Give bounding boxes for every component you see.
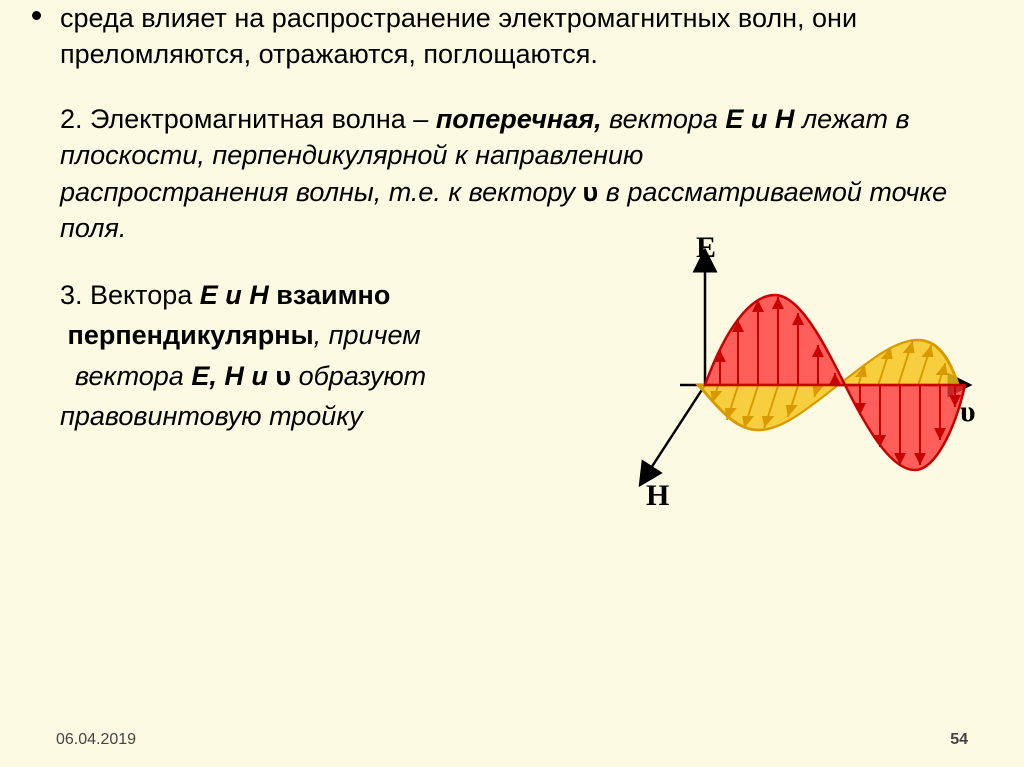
p3-mid1: взаимно (269, 280, 391, 310)
p2-prefix: 2. Электромагнитная волна – (60, 104, 436, 134)
bullet-point-3: 3. Вектора Е и Н взаимно перпендикулярны… (60, 275, 620, 437)
bullet-point-2: 2. Электромагнитная волна – поперечная, … (60, 101, 984, 247)
label-v: υ (960, 395, 976, 429)
wave-svg (610, 235, 990, 515)
footer-page: 54 (950, 731, 968, 749)
label-e: E (696, 231, 716, 265)
p2-l2: вектора (602, 104, 726, 134)
point1-text: среда влияет на распространение электром… (60, 3, 857, 69)
p3-ehu: Е, Н и (191, 361, 275, 391)
footer: 06.04.2019 54 (0, 731, 1024, 749)
bullet-point-1: среда влияет на распространение электром… (60, 0, 984, 73)
axis-h (640, 385, 705, 485)
p2-eh: Е и Н (725, 104, 794, 134)
bullet-dot (32, 11, 41, 20)
p3-mid2: , причем (314, 320, 421, 350)
point3-row: 3. Вектора Е и Н взаимно перпендикулярны… (60, 275, 984, 515)
p3-eh: Е и Н (200, 280, 269, 310)
p2-upsilon: υ (583, 177, 599, 207)
p2-wave-term: поперечная, (436, 104, 602, 134)
p3-l2: вектора (68, 361, 192, 391)
p3-perp: перпендикулярны (68, 320, 314, 350)
label-h: H (646, 479, 669, 513)
p3-upsilon: υ (275, 361, 291, 391)
footer-date: 06.04.2019 (56, 731, 136, 749)
em-wave-diagram: E υ H (610, 235, 990, 515)
p2-l3: распространения волны, т.е. к вектору (60, 177, 583, 207)
p3-prefix: 3. Вектора (60, 280, 200, 310)
